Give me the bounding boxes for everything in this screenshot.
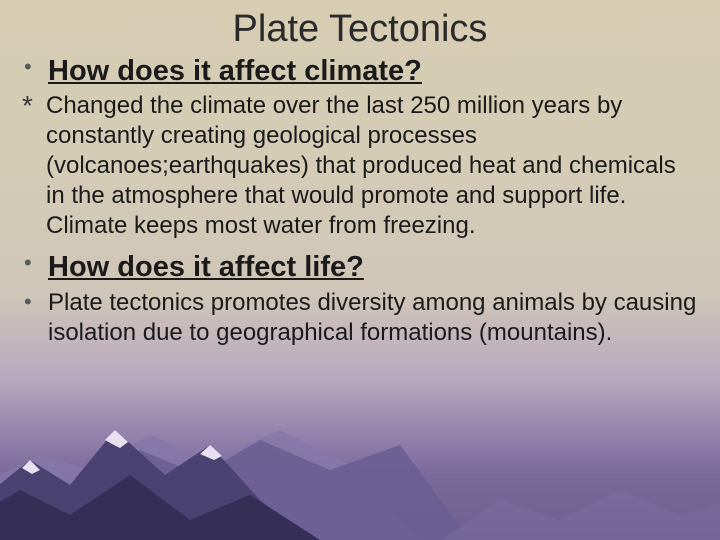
section-heading: How does it affect climate? [48,53,422,89]
bullet-row-1: * Changed the climate over the last 250 m… [20,91,700,241]
section-body: Plate tectonics promotes diversity among… [48,288,700,348]
bullet-marker: • [24,288,38,317]
section-heading: How does it affect life? [48,249,364,285]
bullet-row-2: • How does it affect life? [20,249,700,285]
bullet-marker: • [24,249,38,278]
mountain-decoration [0,360,720,540]
section-body: Changed the climate over the last 250 mi… [46,91,700,241]
bullet-row-0: • How does it affect climate? [20,53,700,89]
bullet-marker: * [22,91,36,122]
slide-title: Plate Tectonics [20,8,700,51]
bullet-marker: • [24,53,38,82]
bullet-row-3: • Plate tectonics promotes diversity amo… [20,288,700,348]
